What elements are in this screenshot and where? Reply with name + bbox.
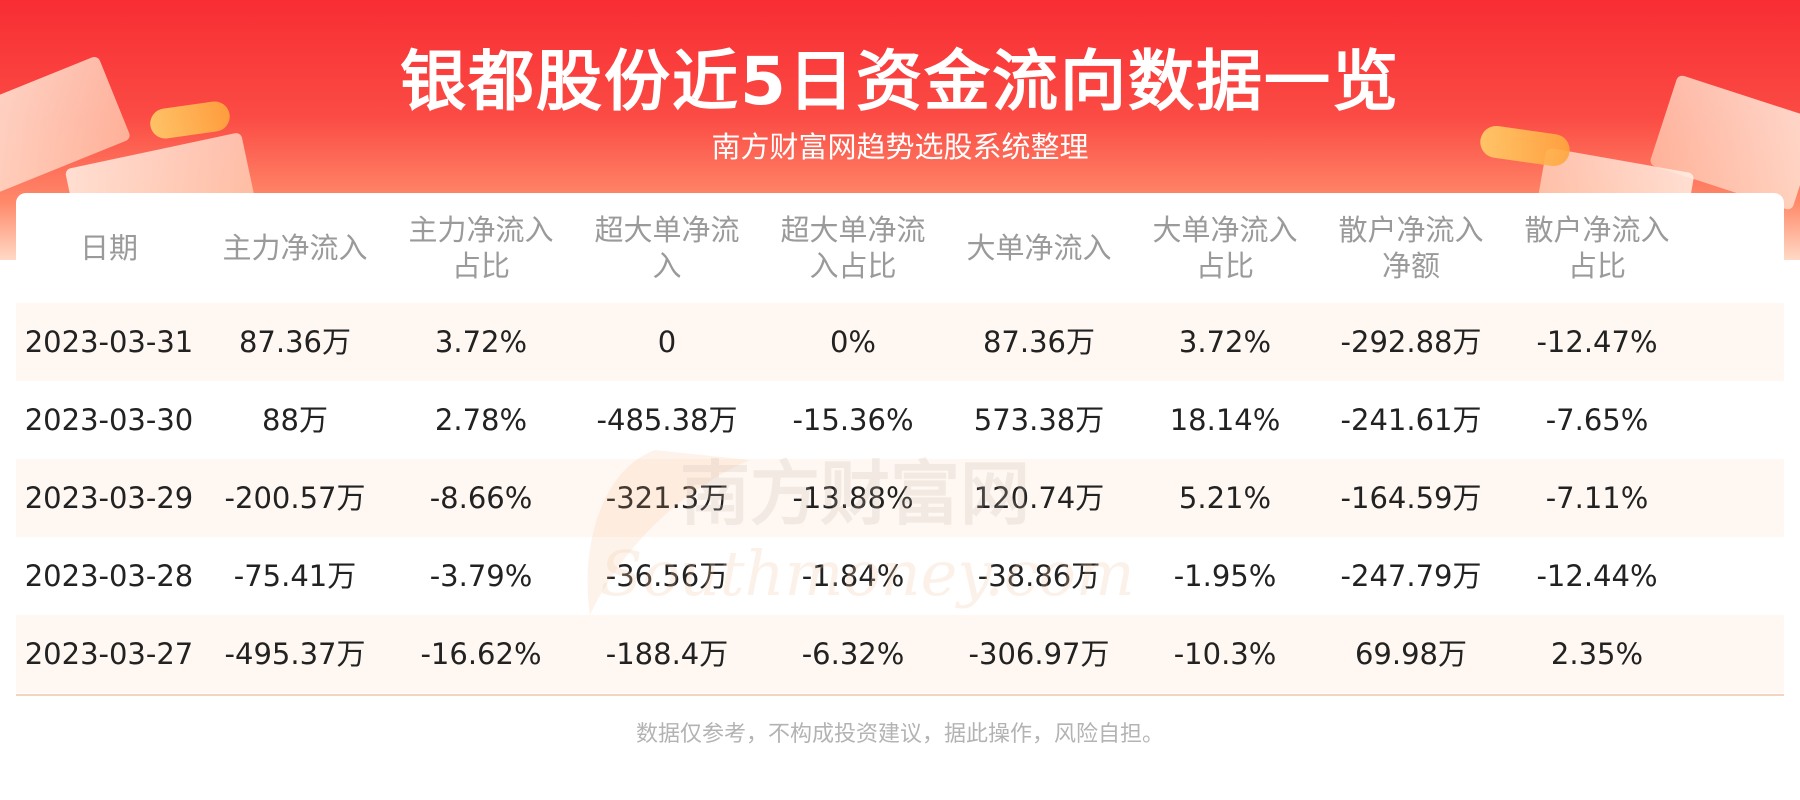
value-cell: 18.14% bbox=[1169, 403, 1281, 437]
value-cell: -485.38万 bbox=[596, 403, 738, 437]
date-cell: 2023-03-30 bbox=[24, 403, 194, 437]
column-header: 大单净流入 占比 bbox=[1132, 193, 1318, 303]
column-header-label: 散户净流入 净额 bbox=[1338, 212, 1483, 284]
column-header-line: 大单净流入 bbox=[1152, 213, 1298, 247]
column-header-line: 入占比 bbox=[809, 249, 897, 283]
column-header-label: 大单净流入 占比 bbox=[1152, 212, 1297, 284]
value-cell: -495.37万 bbox=[224, 637, 366, 671]
page-subtitle: 南方财富网趋势选股系统整理 bbox=[711, 130, 1089, 164]
column-header: 日期 bbox=[16, 193, 202, 303]
column-header-line: 占比 bbox=[451, 249, 510, 283]
value-cell: -292.88万 bbox=[1340, 325, 1482, 359]
value-cell: 573.38万 bbox=[973, 403, 1105, 437]
column-header-line: 散户净流入 bbox=[1338, 213, 1484, 247]
table-row: 2023-03-29 -200.57万 -8.66% -321.3万 -13.88% 12… bbox=[16, 459, 1784, 537]
value-cell: -6.32% bbox=[801, 637, 905, 671]
disclaimer-text: 数据仅参考，不构成投资建议，据此操作，风险自担。 bbox=[635, 722, 1164, 747]
column-header-label: 主力净流入 bbox=[222, 230, 367, 266]
value-cell: -7.11% bbox=[1545, 481, 1649, 515]
column-header-line: 入 bbox=[652, 249, 682, 283]
table-row: 2023-03-31 87.36万 3.72% 0 0% 87.36万 3.72% -292.… bbox=[16, 303, 1784, 381]
value-cell: 87.36万 bbox=[238, 325, 352, 359]
column-header-label: 大单净流入 bbox=[966, 230, 1111, 266]
column-header-label: 超大单净流入 bbox=[594, 212, 739, 284]
value-cell: 2.78% bbox=[434, 403, 528, 437]
value-cell: -164.59万 bbox=[1340, 481, 1482, 515]
value-cell: -8.66% bbox=[429, 481, 533, 515]
value-cell: -247.79万 bbox=[1340, 559, 1482, 593]
value-cell: 5.21% bbox=[1178, 481, 1272, 515]
column-header-line: 大单净流入 bbox=[966, 231, 1112, 265]
value-cell: 88万 bbox=[262, 403, 328, 437]
column-header-line: 主力净流入 bbox=[222, 231, 368, 265]
table-row: 2023-03-27 -495.37万 -16.62% -188.4万 -6.32% -3… bbox=[16, 615, 1784, 693]
value-cell: 69.98万 bbox=[1354, 637, 1468, 671]
value-cell: -188.4万 bbox=[605, 637, 729, 671]
value-cell: -1.84% bbox=[801, 559, 905, 593]
column-header-label: 主力净流入 占比 bbox=[408, 212, 553, 284]
column-header-label: 超大单净流 入占比 bbox=[780, 212, 925, 284]
column-header: 散户净流入 占比 bbox=[1504, 193, 1690, 303]
page-title: 银都股份近5日资金流向数据一览 bbox=[400, 43, 1400, 120]
table-bottom-divider bbox=[16, 694, 1784, 696]
column-header-line: 净额 bbox=[1381, 249, 1440, 283]
date-cell: 2023-03-27 bbox=[24, 637, 194, 671]
column-header: 超大单净流入 bbox=[574, 193, 760, 303]
value-cell: -10.3% bbox=[1173, 637, 1277, 671]
value-cell: -75.41万 bbox=[233, 559, 357, 593]
value-cell: -16.62% bbox=[420, 637, 542, 671]
value-cell: -13.88% bbox=[792, 481, 914, 515]
value-cell: 87.36万 bbox=[982, 325, 1096, 359]
value-cell: 2.35% bbox=[1550, 637, 1644, 671]
column-header: 主力净流入 占比 bbox=[388, 193, 574, 303]
column-header: 散户净流入 净额 bbox=[1318, 193, 1504, 303]
value-cell: 0 bbox=[657, 325, 677, 359]
table-row: 2023-03-28 -75.41万 -3.79% -36.56万 -1.84% -38.… bbox=[16, 537, 1784, 615]
date-cell: 2023-03-29 bbox=[24, 481, 194, 515]
data-table: 日期 主力净流入 主力净流入 占比 超大单净流入超大单净流 入占比 大单净流入 大单净流入 占比… bbox=[16, 193, 1784, 800]
value-cell: -12.47% bbox=[1536, 325, 1658, 359]
value-cell: -3.79% bbox=[429, 559, 533, 593]
value-cell: -7.65% bbox=[1545, 403, 1649, 437]
value-cell: -306.97万 bbox=[968, 637, 1110, 671]
column-header: 主力净流入 bbox=[202, 193, 388, 303]
value-cell: -200.57万 bbox=[224, 481, 366, 515]
value-cell: -38.86万 bbox=[977, 559, 1101, 593]
column-header-line: 超大单净流 bbox=[594, 213, 740, 247]
date-cell: 2023-03-31 bbox=[24, 325, 194, 359]
value-cell: -1.95% bbox=[1173, 559, 1277, 593]
value-cell: 120.74万 bbox=[973, 481, 1105, 515]
column-header-line: 主力净流入 bbox=[408, 213, 554, 247]
column-header: 超大单净流 入占比 bbox=[760, 193, 946, 303]
column-header-line: 日期 bbox=[79, 231, 138, 265]
value-cell: -36.56万 bbox=[605, 559, 729, 593]
column-header-label: 日期 bbox=[80, 230, 138, 266]
column-header-label: 散户净流入 占比 bbox=[1524, 212, 1669, 284]
column-header-line: 散户净流入 bbox=[1524, 213, 1670, 247]
column-header: 大单净流入 bbox=[946, 193, 1132, 303]
value-cell: 3.72% bbox=[434, 325, 528, 359]
value-cell: -321.3万 bbox=[605, 481, 729, 515]
date-cell: 2023-03-28 bbox=[24, 559, 194, 593]
column-header-line: 占比 bbox=[1567, 249, 1626, 283]
column-header-line: 超大单净流 bbox=[780, 213, 926, 247]
value-cell: 3.72% bbox=[1178, 325, 1272, 359]
value-cell: -241.61万 bbox=[1340, 403, 1482, 437]
column-header-line: 占比 bbox=[1195, 249, 1254, 283]
value-cell: -12.44% bbox=[1536, 559, 1658, 593]
table-row: 2023-03-30 88万 2.78% -485.38万 -15.36% 573.38万… bbox=[16, 381, 1784, 459]
value-cell: 0% bbox=[829, 325, 876, 359]
value-cell: -15.36% bbox=[792, 403, 914, 437]
